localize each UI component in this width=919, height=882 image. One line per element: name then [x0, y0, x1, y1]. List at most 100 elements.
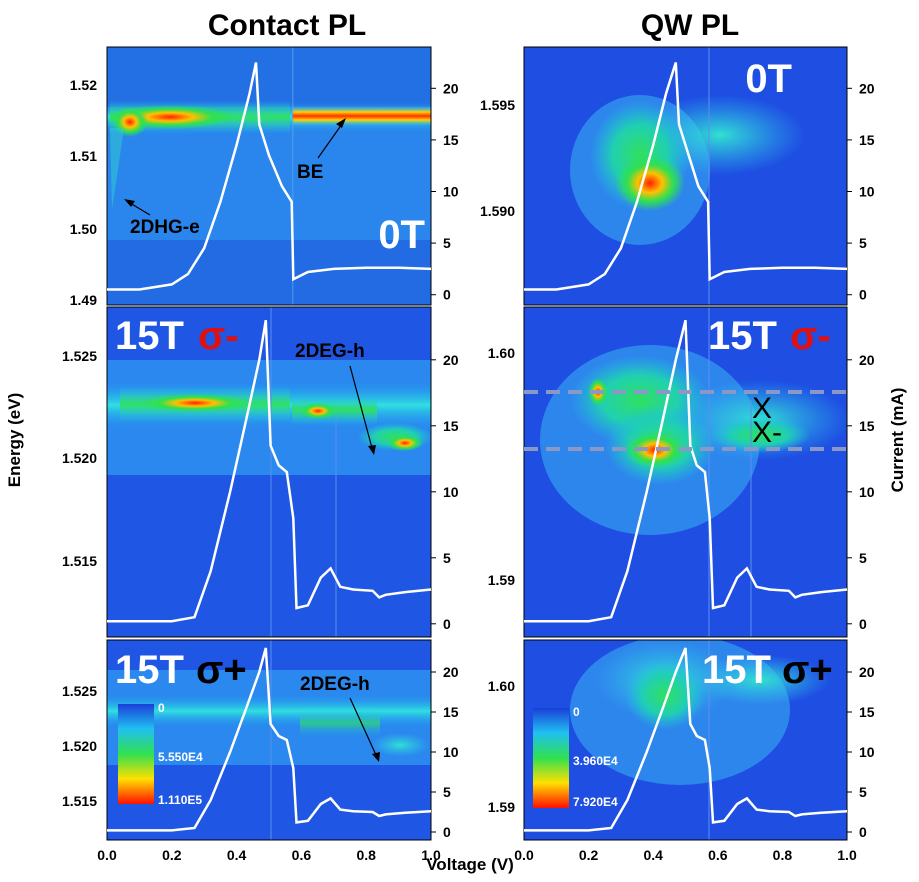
- right-axis-tick: 15: [443, 132, 459, 148]
- annotation-arrow: [129, 202, 151, 216]
- ytick: 1.520: [62, 450, 97, 466]
- right-axis-tick: 10: [859, 184, 875, 200]
- right-axis-tick: 20: [859, 80, 875, 96]
- annotation-arrow: [349, 365, 373, 449]
- annotation-2deg-h: 2DEG-h: [300, 674, 370, 695]
- current-curve: [107, 319, 432, 623]
- right-axis-tick: 20: [859, 664, 875, 680]
- ytick: 1.59: [488, 799, 515, 815]
- x-axis-tick: 0.4: [227, 847, 247, 863]
- right-axis-tick: 10: [859, 744, 875, 760]
- ytick: 1.525: [62, 683, 97, 699]
- panel-label: 15T: [708, 314, 777, 358]
- panel-label: 0T: [378, 213, 425, 257]
- ytick: 1.52: [70, 77, 97, 93]
- x-axis-tick: 0.0: [514, 847, 534, 863]
- right-axis-tick: 5: [859, 235, 867, 251]
- x-axis-tick: 0.4: [643, 847, 663, 863]
- right-axis-tick: 20: [443, 352, 459, 368]
- annotation-arrow: [349, 697, 377, 756]
- right-axis-tick: 20: [443, 664, 459, 680]
- current-curve: [107, 62, 432, 291]
- ytick: 1.515: [62, 553, 97, 569]
- panel-qw-0T: 1.595 1.590 0T: [480, 46, 848, 306]
- ytick: 1.49: [70, 292, 97, 308]
- right-axis-tick: 20: [859, 352, 875, 368]
- right-axis-tick: 10: [443, 184, 459, 200]
- ytick: 1.60: [488, 678, 515, 694]
- title-qw-pl: QW PL: [641, 9, 739, 42]
- x-axis-tick: 0.2: [162, 847, 182, 863]
- colorbar-gradient: [533, 708, 569, 808]
- colorbar-label: 5.550E4: [158, 750, 203, 764]
- right-axis-tick: 15: [859, 132, 875, 148]
- ytick: 1.51: [70, 148, 97, 164]
- annotation-x: X: [752, 392, 772, 425]
- panel-label: 15T: [702, 648, 771, 692]
- panel-label: 0T: [745, 57, 792, 101]
- annotation-arrow: [317, 123, 343, 159]
- arrowhead: [368, 445, 376, 455]
- right-axis-tick: 0: [443, 287, 451, 303]
- ytick: 1.525: [62, 348, 97, 364]
- x-axis-tick: 0.8: [356, 847, 376, 863]
- right-axis-tick: 0: [859, 287, 867, 303]
- polarization-sigma-plus: σ+: [196, 648, 247, 692]
- right-axis-tick: 15: [443, 418, 459, 434]
- x-axis-title: Voltage (V): [426, 855, 514, 874]
- right-axis-ticks: 0 5 10 15 20 0 5 10 15 20 0 5 10 15 20 0 5 10 15 20 0 5 10 15 20…: [431, 80, 875, 840]
- panel-contact-0T: 1.52 1.51 1.50 1.49 BE 2DHG-e 0T: [70, 46, 432, 308]
- ytick: 1.590: [480, 203, 515, 219]
- arrowhead: [336, 118, 346, 128]
- current-curve: [524, 647, 848, 832]
- colorbar-label: 7.920E4: [573, 795, 618, 809]
- ytick: 1.520: [62, 738, 97, 754]
- right-axis-tick: 5: [443, 550, 451, 566]
- polarization-sigma-minus: σ-: [790, 314, 831, 358]
- right-axis-tick: 10: [443, 484, 459, 500]
- right-axis-tick: 15: [859, 418, 875, 434]
- x-axis-tick: 0.6: [708, 847, 728, 863]
- x-axis-ticks: 0.0 0.2 0.4 0.6 0.8 1.0 0.0 0.2 0.4 0.6 0.8 1.0: [97, 847, 857, 863]
- current-curve: [107, 647, 432, 832]
- right-axis-tick: 0: [859, 616, 867, 632]
- annotation-2dhg-e: 2DHG-e: [130, 217, 200, 238]
- annotation-x-minus: X-: [752, 416, 782, 449]
- colorbar-label: 0: [158, 701, 165, 715]
- x-axis-tick: 0.6: [292, 847, 312, 863]
- colorbar-gradient: [118, 704, 154, 804]
- ytick: 1.50: [70, 221, 97, 237]
- right-axis-tick: 20: [443, 80, 459, 96]
- polarization-sigma-plus: σ+: [782, 648, 833, 692]
- right-axis-tick: 0: [443, 616, 451, 632]
- annotation-2deg-h: 2DEG-h: [295, 341, 365, 362]
- right-axis-tick: 5: [859, 784, 867, 800]
- x-axis-tick: 0.0: [97, 847, 117, 863]
- panel-contact-15T-minus: 1.525 1.520 1.515 15T σ- 2DEG-h: [62, 306, 432, 638]
- colorbar-label: 0: [573, 705, 580, 719]
- right-axis-tick: 15: [859, 704, 875, 720]
- ytick: 1.60: [488, 345, 515, 361]
- arrowhead: [124, 199, 135, 207]
- x-axis-tick: 1.0: [837, 847, 857, 863]
- arrowhead: [372, 752, 380, 762]
- right-axis-tick: 5: [443, 784, 451, 800]
- polarization-sigma-minus: σ-: [198, 314, 239, 358]
- y-axis-title-right: Current (mA): [888, 388, 907, 493]
- y-axis-title-left: Energy (eV): [5, 393, 24, 487]
- panel-label: 15T: [115, 314, 184, 358]
- ytick: 1.595: [480, 97, 515, 113]
- x-axis-tick: 1.0: [421, 847, 441, 863]
- ytick: 1.515: [62, 793, 97, 809]
- annotation-be: BE: [297, 162, 323, 183]
- current-curve: [524, 319, 848, 623]
- ytick: 1.59: [488, 572, 515, 588]
- right-axis-tick: 15: [443, 704, 459, 720]
- x-axis-tick: 0.8: [773, 847, 793, 863]
- panel-contact-15T-plus: 1.525 1.520 1.515 15T σ+ 2DEG-h 0 5.550E…: [62, 639, 432, 841]
- title-contact-pl: Contact PL: [208, 9, 366, 42]
- panel-label: 15T: [115, 648, 184, 692]
- right-axis-tick: 5: [443, 235, 451, 251]
- current-curve: [524, 62, 848, 291]
